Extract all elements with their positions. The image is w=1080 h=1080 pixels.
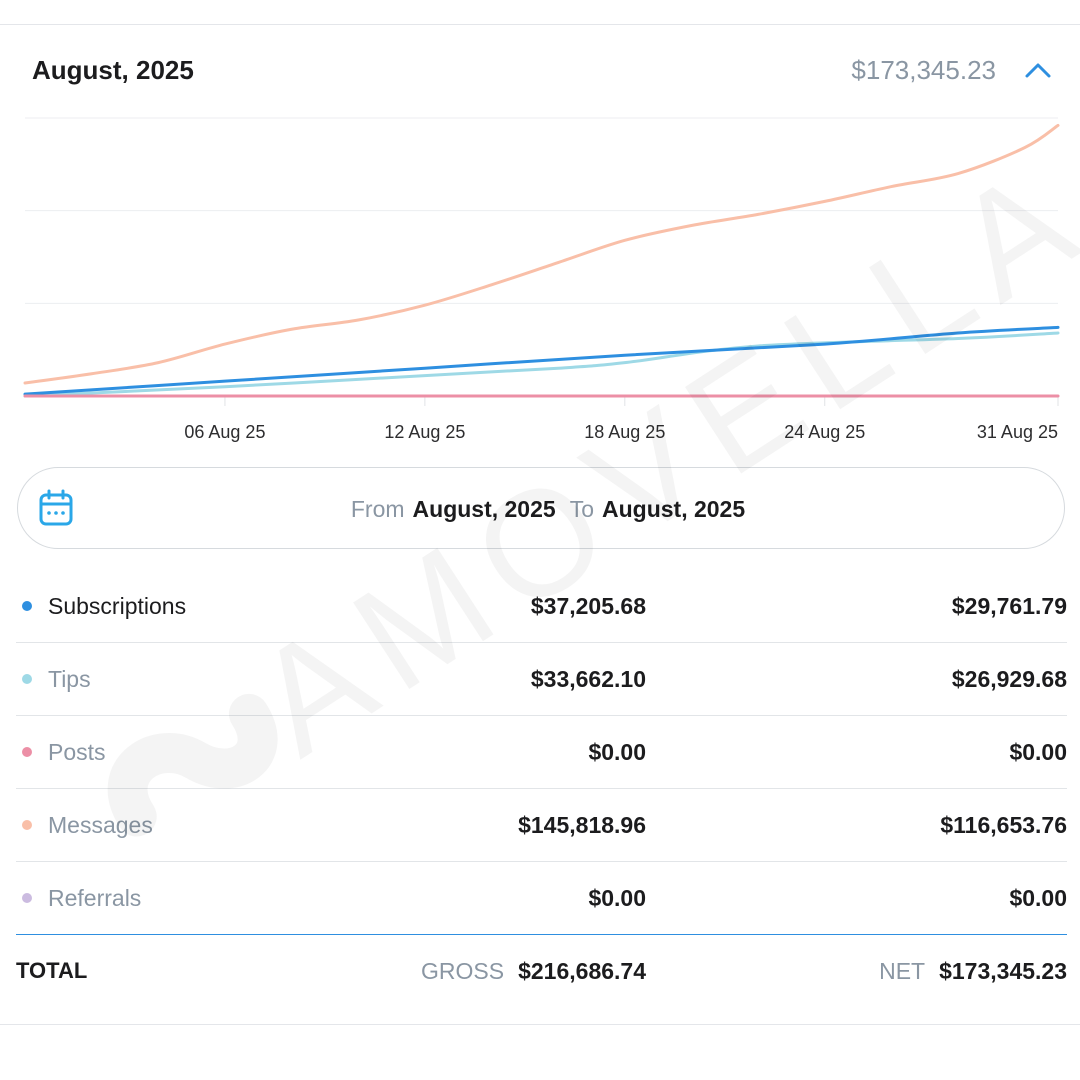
row-label: Messages — [48, 812, 153, 838]
legend-dot — [22, 674, 32, 684]
row-gross: $37,205.68 — [530, 593, 646, 619]
calendar-icon — [39, 489, 73, 526]
legend-dot — [22, 601, 32, 611]
x-tick-label: 18 Aug 25 — [584, 422, 665, 442]
breakdown-row-tips: Tips $33,662.10 $26,929.68 — [16, 643, 1067, 716]
breakdown-row-subscriptions: Subscriptions $37,205.68 $29,761.79 — [16, 570, 1067, 643]
to-value: August, 2025 — [601, 496, 746, 522]
row-label: Tips — [48, 666, 91, 692]
x-tick-label: 31 Aug 25 — [977, 422, 1058, 442]
row-gross: $0.00 — [588, 885, 646, 911]
period-total: $173,345.23 — [851, 55, 996, 85]
earnings-chart: 06 Aug 25 12 Aug 25 18 Aug 25 24 Aug 25 31 A… — [0, 100, 1080, 460]
series-line-messages — [23, 123, 1060, 385]
from-label: From — [350, 496, 405, 522]
row-net: $29,761.79 — [951, 593, 1067, 619]
x-tick-label: 24 Aug 25 — [784, 422, 865, 442]
row-gross: $0.00 — [588, 739, 646, 765]
row-net: $0.00 — [1009, 739, 1067, 765]
row-net: $0.00 — [1009, 885, 1067, 911]
legend-dot — [22, 820, 32, 830]
top-divider — [0, 24, 1080, 25]
row-label: Posts — [48, 739, 106, 765]
from-value: August, 2025 — [412, 496, 556, 522]
legend-dot — [22, 893, 32, 903]
chevron-up-icon — [1025, 63, 1051, 78]
total-net: NET $173,345.23 — [879, 955, 1067, 987]
gross-amount: $216,686.74 — [518, 958, 646, 984]
earnings-chart-svg: 06 Aug 25 12 Aug 25 18 Aug 25 24 Aug 25 31 A… — [23, 117, 1060, 442]
series-line-subscriptions — [23, 325, 1060, 396]
legend-dot — [22, 747, 32, 757]
breakdown-row-posts: Posts $0.00 $0.00 — [16, 716, 1067, 789]
period-header: August, 2025 $173,345.23 — [32, 52, 1056, 92]
row-net: $116,653.76 — [940, 812, 1067, 838]
gross-caption: GROSS — [421, 958, 505, 984]
date-range-text: From August, 2025 To August, 2025 — [18, 492, 1064, 526]
net-amount: $173,345.23 — [939, 958, 1067, 984]
earnings-breakdown: Subscriptions $37,205.68 $29,761.79 Tips… — [16, 570, 1067, 1007]
date-range-picker[interactable]: From August, 2025 To August, 2025 — [17, 467, 1065, 549]
net-caption: NET — [879, 958, 926, 984]
x-tick-label: 06 Aug 25 — [184, 422, 265, 442]
row-gross: $33,662.10 — [530, 666, 646, 692]
row-label: Subscriptions — [48, 593, 187, 619]
row-net: $26,929.68 — [951, 666, 1067, 692]
breakdown-row-referrals: Referrals $0.00 $0.00 — [16, 862, 1067, 935]
period-title: August, 2025 — [32, 55, 194, 85]
row-gross: $145,818.96 — [518, 812, 646, 838]
x-tick-label: 12 Aug 25 — [384, 422, 465, 442]
collapse-button[interactable] — [1020, 54, 1056, 86]
bottom-divider — [0, 1024, 1080, 1025]
to-label: To — [569, 496, 594, 522]
breakdown-row-messages: Messages $145,818.96 $116,653.76 — [16, 789, 1067, 862]
row-label: Referrals — [48, 885, 142, 911]
total-gross: GROSS $216,686.74 — [421, 955, 646, 987]
series-line-tips — [23, 331, 1060, 398]
total-row: TOTAL GROSS $216,686.74 NET $173,345.23 — [16, 935, 1067, 1007]
total-label: TOTAL — [16, 958, 88, 983]
